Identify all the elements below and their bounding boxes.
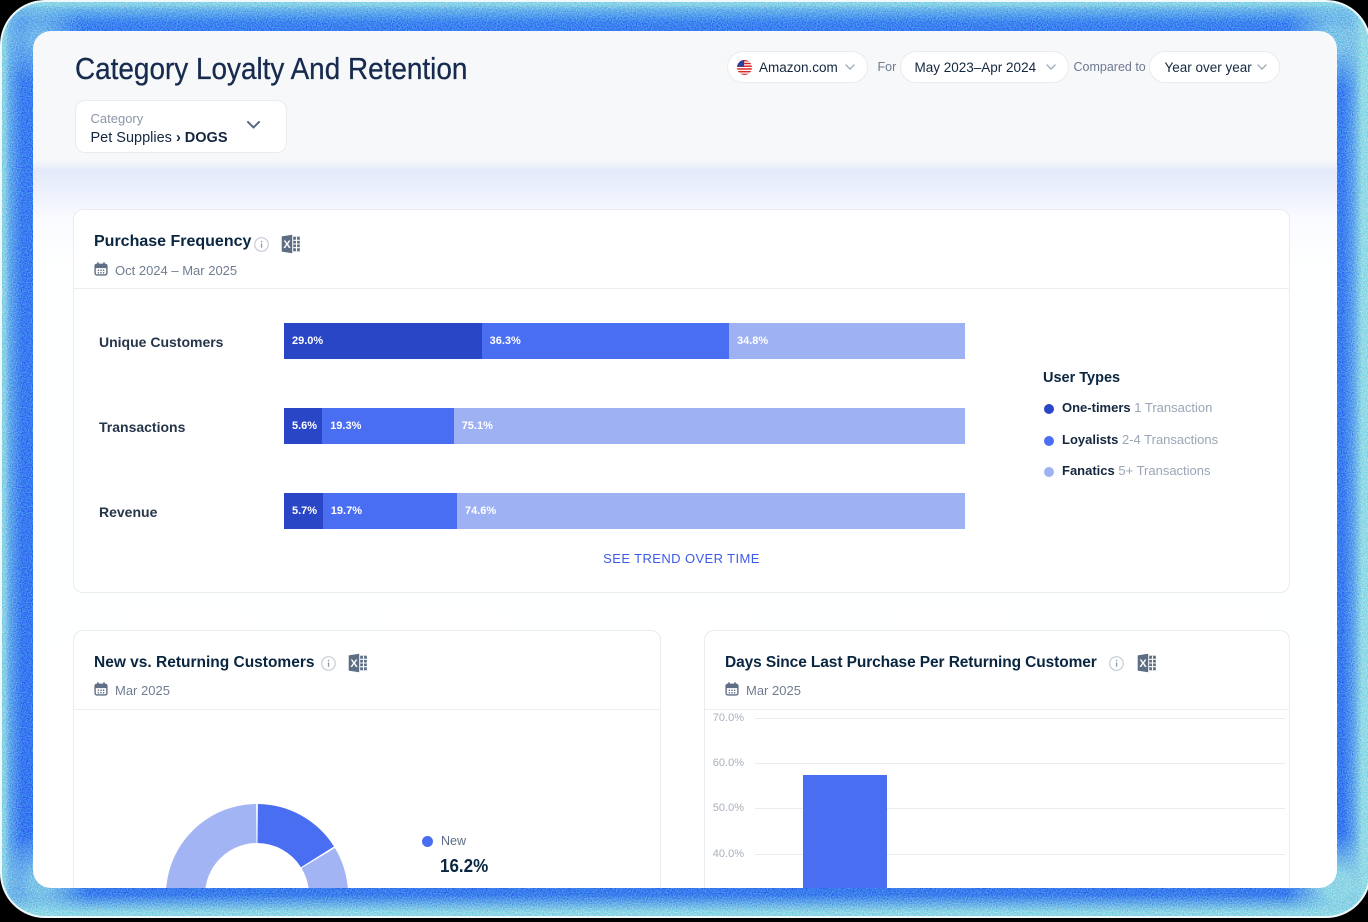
svg-text:X: X [283, 239, 291, 251]
svg-text:X: X [1139, 658, 1147, 670]
svg-text:X: X [350, 658, 358, 670]
